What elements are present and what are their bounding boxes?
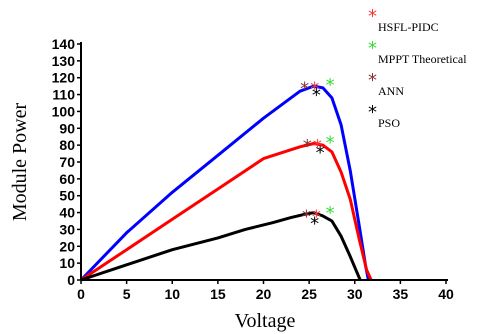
series-line-0: [79, 84, 370, 282]
y-tick-label: 100: [52, 103, 76, 119]
x-tick-label: 30: [347, 286, 363, 302]
y-tick-label: 0: [67, 272, 75, 288]
data-marker: *: [326, 75, 335, 96]
data-marker: *: [302, 207, 311, 228]
x-tick-label: 40: [438, 286, 454, 302]
data-marker: *: [312, 85, 321, 106]
y-axis-label: Module Power: [9, 103, 31, 222]
legend-marker: *: [368, 38, 377, 59]
data-marker: *: [303, 136, 312, 157]
y-tick-label: 80: [59, 137, 75, 153]
y-tick-label: 10: [59, 255, 75, 271]
y-tick-label: 110: [52, 87, 75, 103]
legend-marker: *: [368, 70, 377, 91]
y-tick-label: 20: [59, 238, 75, 254]
data-marker: *: [300, 78, 309, 99]
legend: * HSFL-PIDC* MPPT Theoretical* ANN* PSO: [368, 6, 467, 130]
x-tick-label: 10: [164, 286, 180, 302]
x-axis-label: Voltage: [235, 310, 296, 332]
data-marker: *: [316, 143, 325, 164]
legend-marker: *: [368, 102, 377, 123]
x-tick-label: 20: [256, 286, 272, 302]
legend-marker: *: [368, 6, 377, 27]
data-marker: *: [326, 132, 335, 153]
y-tick-label: 40: [59, 205, 75, 221]
data-marker: *: [310, 78, 319, 99]
data-marker: *: [326, 203, 335, 224]
marker-layer: * * *** * *** * **: [300, 75, 335, 234]
x-ticks: 0 5 10 15 20 25 30 35 40: [77, 280, 454, 302]
x-tick-label: 35: [393, 286, 409, 302]
y-tick-label: 120: [52, 70, 76, 86]
y-tick-label: 90: [59, 120, 75, 136]
legend-label: PSO: [378, 116, 400, 130]
x-tick-label: 25: [301, 286, 317, 302]
legend-label: MPPT Theoretical: [378, 52, 467, 66]
x-tick-label: 0: [77, 286, 85, 302]
legend-label: ANN: [378, 84, 404, 98]
data-marker: *: [310, 213, 319, 234]
y-tick-label: 130: [52, 53, 76, 69]
series-line-1: [80, 142, 373, 282]
legend-label: HSFL-PIDC: [378, 20, 439, 34]
data-marker: *: [313, 136, 322, 157]
x-tick-label: 15: [210, 286, 226, 302]
y-tick-label: 30: [59, 221, 75, 237]
y-tick-label: 60: [59, 171, 75, 187]
y-tick-label: 140: [52, 36, 76, 52]
series-layer: [79, 84, 373, 282]
x-tick-label: 5: [123, 286, 131, 302]
y-tick-label: 70: [59, 154, 75, 170]
y-tick-label: 50: [59, 188, 75, 204]
series-line-2: [80, 211, 362, 282]
data-marker: *: [312, 207, 321, 228]
